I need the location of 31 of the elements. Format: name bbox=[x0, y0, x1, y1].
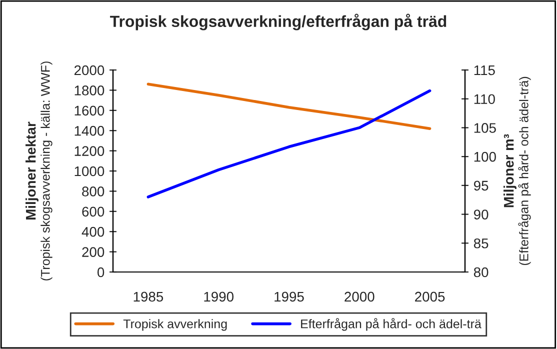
y2-tick-label: 90 bbox=[474, 210, 488, 220]
y-tick-label: 1000 bbox=[74, 166, 104, 176]
line-series bbox=[146, 82, 432, 130]
y-tick-label: 1400 bbox=[74, 126, 104, 136]
y-tick-label: 1600 bbox=[74, 106, 104, 116]
y-tick-label: 600 bbox=[82, 206, 104, 217]
y-axis-title: Miljoner hektar (Tropisk skogsavverkning - källa: WWF) bbox=[26, 62, 52, 280]
y2-tick-label: 105 bbox=[474, 123, 496, 133]
x-tick-label: 1995 bbox=[274, 292, 304, 302]
y2-axis-title: Miljoner m³ (Efterfrågan på hård- och ädel-trä) bbox=[504, 76, 531, 266]
x-tick-label: 2000 bbox=[344, 292, 374, 302]
y-tick-label: 400 bbox=[82, 226, 104, 237]
line-series bbox=[146, 89, 432, 198]
y-tick-label: 0 bbox=[97, 267, 104, 278]
y2-tick-label: 100 bbox=[474, 152, 496, 162]
y-tick-label: 2000 bbox=[74, 65, 104, 76]
y2-tick-label: 95 bbox=[474, 180, 488, 191]
y2-tick-label: 115 bbox=[474, 65, 495, 76]
y-tick-label: 200 bbox=[82, 247, 104, 257]
x-tick-label: 1985 bbox=[134, 292, 164, 302]
y-tick-label: 1200 bbox=[74, 146, 104, 156]
chart-title: Tropisk skogsavverkning/efterfrågan på träd bbox=[110, 14, 446, 30]
y-tick-label: 800 bbox=[82, 186, 104, 196]
y-tick-label: 1800 bbox=[74, 86, 104, 96]
legend-label: Tropisk avverkning bbox=[123, 319, 227, 331]
y2-tick-label: 110 bbox=[474, 94, 495, 104]
y2-tick-label: 85 bbox=[474, 238, 488, 248]
y2-tick-label: 80 bbox=[474, 267, 488, 278]
x-tick-label: 1990 bbox=[204, 292, 234, 302]
legend-label: Efterfrågan på hård- och ädel-trä bbox=[301, 318, 482, 331]
x-tick-label: 2005 bbox=[415, 292, 445, 302]
